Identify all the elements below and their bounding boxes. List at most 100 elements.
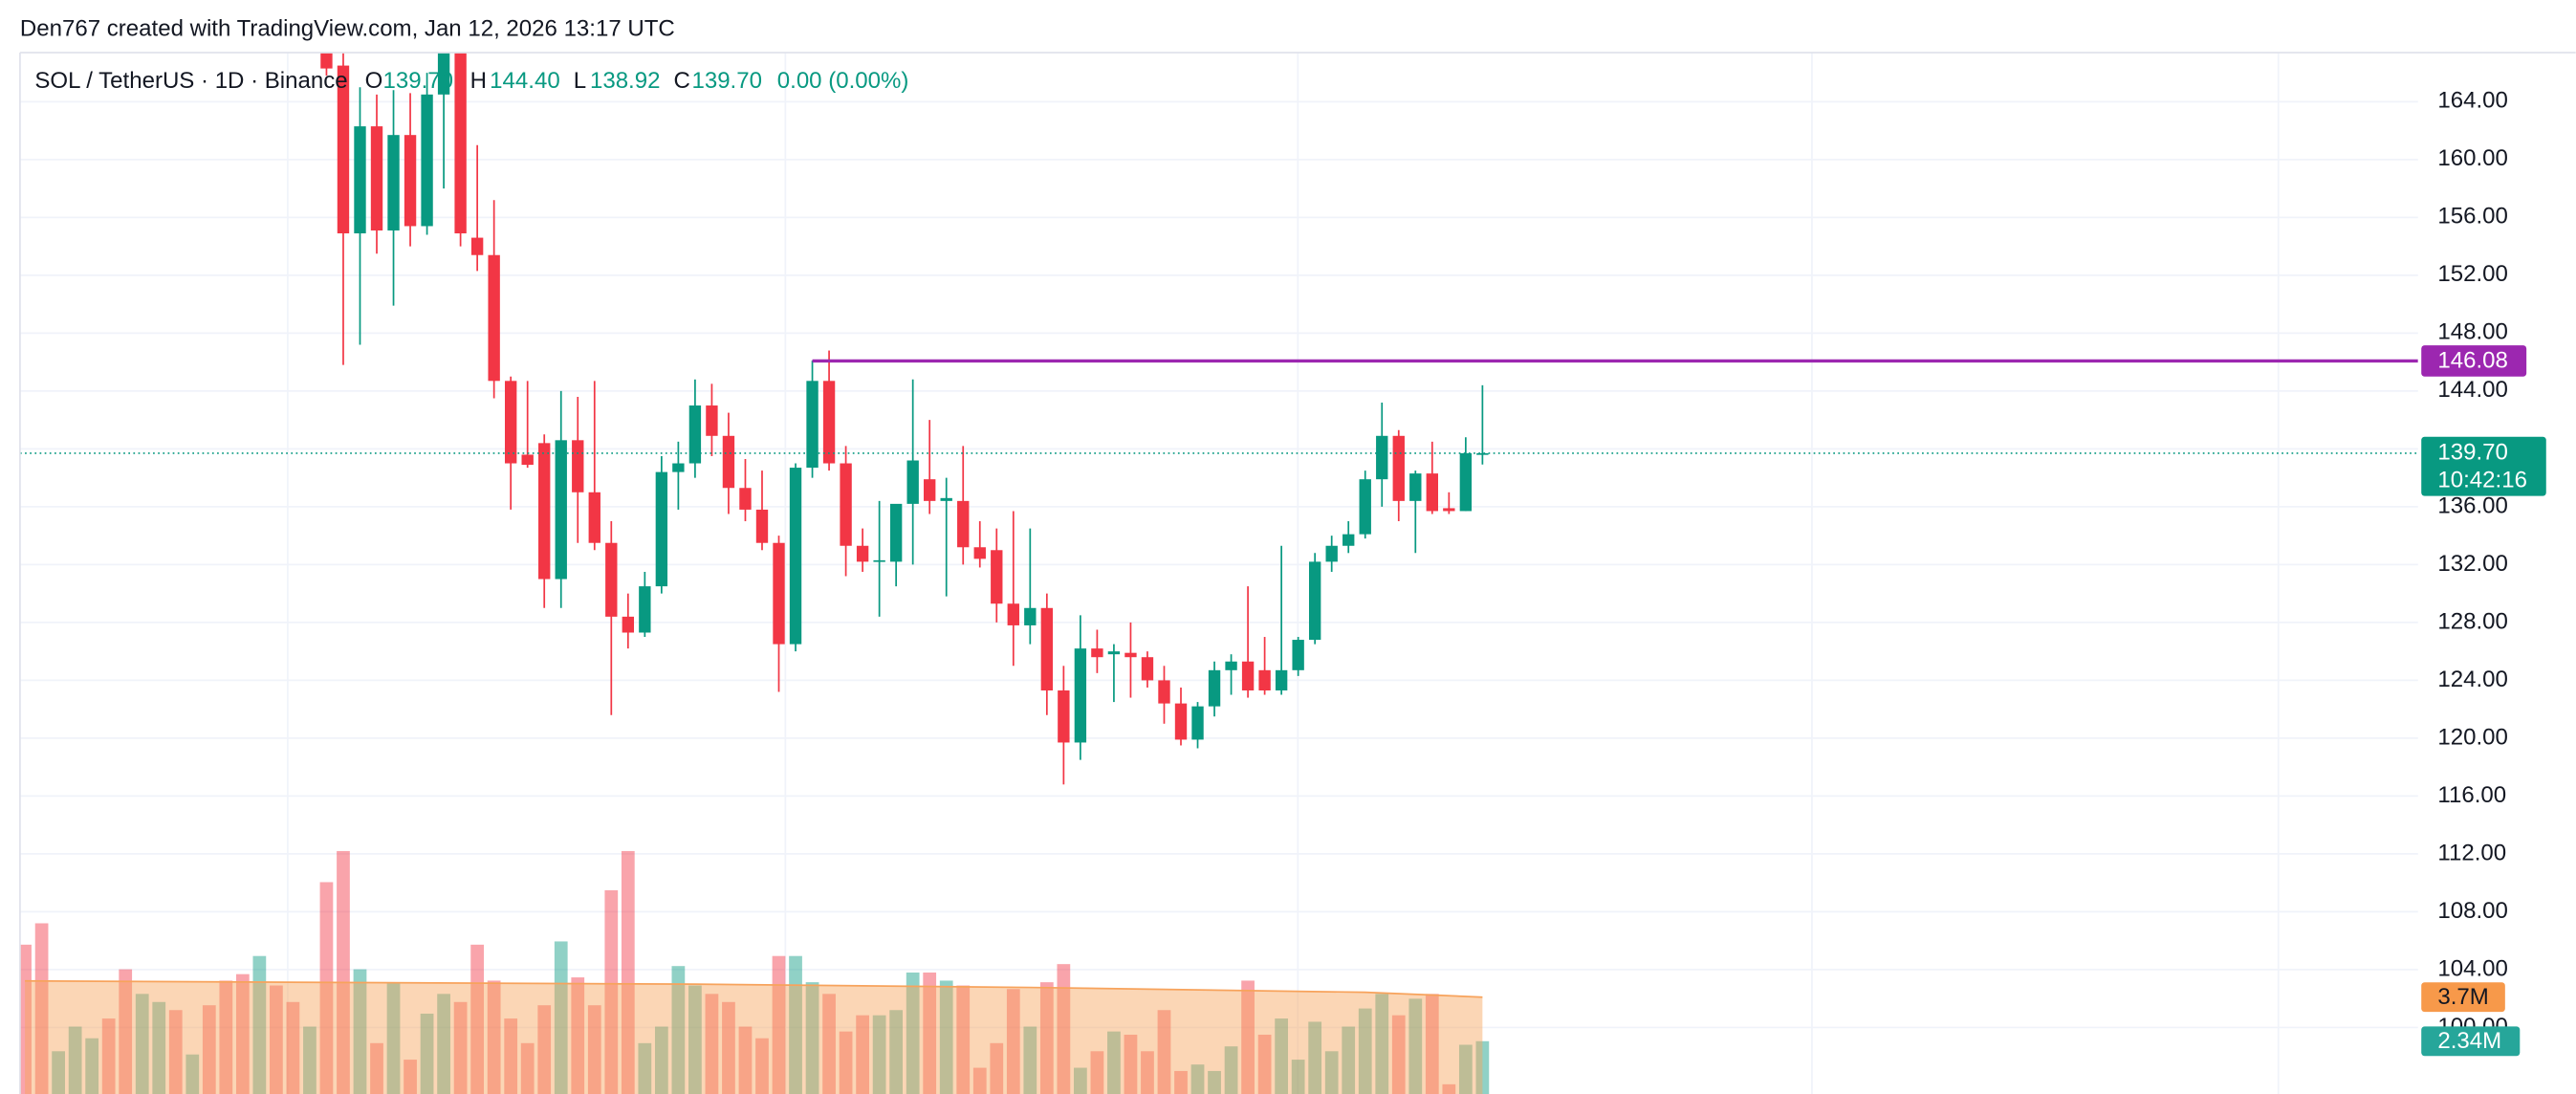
- candle-body: [421, 94, 433, 227]
- candle-body: [1459, 452, 1473, 512]
- volume-bar: [1074, 1067, 1087, 1094]
- volume-bar: [906, 972, 920, 1094]
- volume-bar: [587, 1005, 601, 1094]
- candle-body: [1124, 652, 1137, 658]
- price-axis: 100.00104.00108.00112.00116.00120.00124.…: [2421, 88, 2546, 1057]
- legend-key: H: [470, 68, 487, 94]
- candle-body: [856, 545, 869, 562]
- candle-body: [773, 542, 785, 645]
- legend-key: L: [574, 68, 586, 94]
- volume-bar: [202, 1005, 216, 1094]
- volume-bar: [554, 941, 568, 1094]
- volume-bar: [370, 1042, 383, 1094]
- y-tick-label: 148.00: [2437, 319, 2508, 345]
- volume-bar: [755, 1038, 769, 1094]
- candle-body: [973, 547, 986, 559]
- volume-bar: [889, 1010, 904, 1094]
- candle-body: [1426, 473, 1438, 512]
- volume-bar: [337, 850, 350, 1094]
- candle-body: [889, 503, 903, 562]
- volume-bar: [972, 1067, 987, 1094]
- volume-ma-line: [25, 979, 1483, 998]
- volume-bar: [772, 955, 786, 1094]
- grid: [19, 52, 2418, 1094]
- candle-body: [1174, 703, 1188, 740]
- volume-bar: [805, 982, 819, 1094]
- candle-body: [806, 381, 819, 469]
- volume-bar: [420, 1013, 434, 1094]
- candle-body: [555, 440, 567, 580]
- volume-bar: [1425, 994, 1439, 1094]
- legend-change: 0.00 (0.00%): [777, 68, 909, 94]
- volume-bar: [722, 1001, 735, 1094]
- candle-body: [906, 460, 919, 504]
- y-tick-label: 152.00: [2437, 261, 2508, 287]
- volume-bar: [872, 1015, 886, 1094]
- volume-bar: [1090, 1051, 1104, 1094]
- volume-bar: [470, 944, 485, 1094]
- volume-bar: [1241, 980, 1255, 1094]
- candle-body: [739, 488, 752, 510]
- volume-bar: [1208, 1070, 1221, 1094]
- last-price-label: 139.70: [2437, 439, 2508, 465]
- candle-body: [1292, 640, 1304, 670]
- y-tick-label: 116.00: [2437, 782, 2506, 808]
- candle-body: [387, 135, 400, 231]
- candle-body: [672, 463, 685, 472]
- volume-ma-area: [25, 980, 1483, 1094]
- volume-bar: [1358, 1008, 1372, 1094]
- volume-bar: [34, 923, 49, 1094]
- volume-bar: [487, 980, 501, 1094]
- volume-bar: [705, 994, 719, 1094]
- volume-bar: [671, 966, 686, 1094]
- candle-body: [639, 586, 651, 633]
- candle-body: [404, 135, 417, 227]
- candle-body: [1141, 657, 1154, 681]
- y-tick-label: 104.00: [2437, 955, 2508, 981]
- legend-value: 139.70: [383, 68, 454, 94]
- candle-body: [688, 405, 702, 464]
- candle-body: [538, 443, 551, 580]
- volume-bar: [353, 969, 367, 1094]
- volume-bar: [1124, 1035, 1138, 1094]
- volume-bar: [1174, 1070, 1188, 1094]
- volume-bar: [1107, 1031, 1121, 1094]
- y-tick-label: 120.00: [2437, 724, 2508, 750]
- y-tick-label: 112.00: [2437, 840, 2506, 865]
- candle-body: [588, 492, 600, 543]
- candle-body: [1058, 689, 1070, 743]
- candle-body: [572, 440, 584, 492]
- volume-bar: [688, 985, 702, 1094]
- candle-body: [1443, 508, 1455, 512]
- volume-bar: [956, 985, 971, 1094]
- volume-last-label: 2.34M: [2437, 1028, 2501, 1054]
- candle-body: [789, 468, 802, 645]
- candle-body: [1308, 561, 1321, 641]
- volume-bar: [923, 972, 937, 1094]
- volume-bar: [235, 974, 250, 1094]
- candle-body: [454, 52, 467, 234]
- y-tick-label: 164.00: [2437, 88, 2508, 114]
- y-tick-label: 108.00: [2437, 898, 2508, 924]
- volume-bar: [319, 882, 334, 1094]
- candle-body: [605, 542, 618, 617]
- candle-body: [370, 126, 383, 231]
- volume-bar: [621, 850, 635, 1094]
- candle-body: [1359, 479, 1371, 535]
- y-tick-label: 160.00: [2437, 145, 2508, 171]
- candle-body: [706, 405, 718, 436]
- candle-body: [521, 454, 534, 466]
- volume-bar: [135, 994, 149, 1094]
- legend-value: 138.92: [590, 68, 661, 94]
- volume-bar: [68, 1026, 82, 1094]
- candle-body: [1091, 648, 1103, 658]
- volume-ma-box: [2421, 982, 2505, 1013]
- candle-body: [504, 381, 517, 464]
- volume-bar: [1342, 1026, 1356, 1094]
- candle-body: [924, 479, 936, 501]
- volume-bar: [654, 1026, 668, 1094]
- candle-body: [1191, 706, 1204, 740]
- candle-body: [940, 497, 952, 501]
